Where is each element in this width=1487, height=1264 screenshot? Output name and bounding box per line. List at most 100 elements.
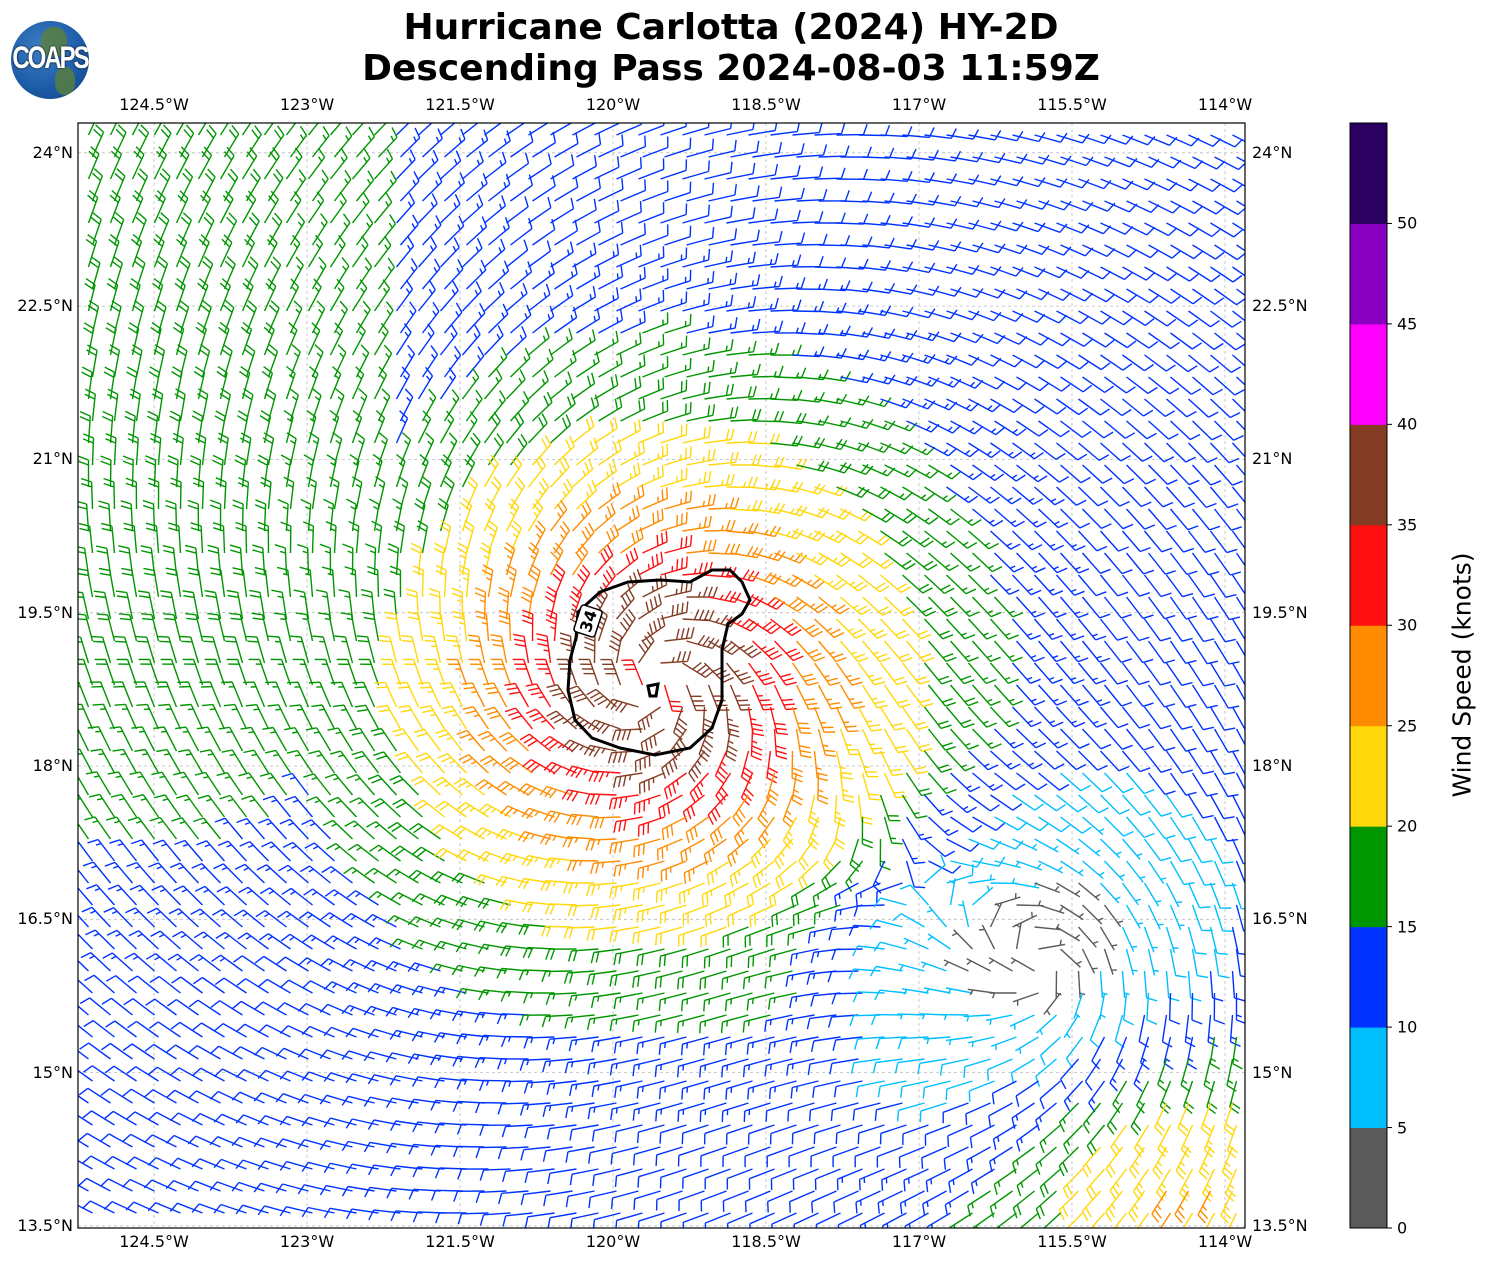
wind-barb (105, 975, 137, 994)
wind-barb (126, 1111, 159, 1126)
wind-barb (655, 926, 683, 946)
wind-barb (385, 611, 402, 642)
wind-barb (536, 633, 552, 664)
wind-barb (523, 1036, 555, 1049)
wind-barb (233, 909, 265, 928)
wind-barb (174, 277, 186, 312)
wind-barb (1143, 574, 1172, 598)
wind-barb (484, 282, 505, 312)
colorbar-tick-label: 30 (1397, 615, 1418, 635)
wind-barb (520, 586, 534, 620)
wind-barb (261, 841, 291, 862)
wind-barb (487, 433, 505, 466)
wind-barb (883, 816, 903, 845)
wind-barb (836, 349, 870, 361)
wind-barb (1104, 420, 1136, 439)
wind-barb (715, 772, 732, 805)
wind-barb (1213, 508, 1242, 531)
wind-barb (475, 610, 490, 642)
wind-barb (1104, 156, 1138, 168)
wind-barb (257, 1024, 291, 1038)
wind-barb (540, 879, 573, 892)
wind-barb (726, 251, 756, 268)
wind-barb (1082, 1146, 1102, 1178)
wind-barb (333, 126, 353, 158)
wind-barb (129, 278, 141, 312)
wind-barb (1078, 442, 1110, 462)
wind-barb (616, 244, 642, 268)
wind-barb (443, 345, 462, 378)
wind-barb (1136, 1212, 1150, 1228)
wind-barb (301, 1071, 335, 1082)
wind-barb (528, 196, 552, 224)
wind-barb (1036, 1014, 1057, 1036)
wind-barb (466, 259, 487, 290)
wind-barb (616, 375, 642, 400)
wind-barb (1056, 398, 1089, 416)
wind-barb (439, 280, 459, 312)
wind-barb (488, 173, 511, 202)
wind-barb (659, 904, 687, 925)
wind-barb (1143, 662, 1172, 686)
wind-barb (567, 904, 599, 917)
wind-barb (271, 589, 288, 620)
wind-barb (525, 708, 556, 730)
wind-barb (99, 1178, 133, 1192)
lat-tick-label-left: 15°N (32, 1062, 73, 1082)
wind-barb (569, 1080, 599, 1096)
wind-barb (520, 1146, 551, 1161)
wind-barb (836, 441, 870, 452)
wind-barb (474, 779, 507, 796)
wind-barb (232, 499, 244, 532)
wind-barb (748, 123, 778, 136)
wind-barb (407, 916, 441, 928)
wind-barb (1235, 640, 1245, 657)
wind-barb (263, 190, 279, 224)
wind-barb (638, 289, 665, 312)
wind-barb (988, 1102, 1013, 1127)
wind-barb (636, 904, 665, 923)
wind-barb (774, 596, 807, 612)
wind-barb (321, 566, 336, 598)
wind-barb (122, 1043, 155, 1060)
wind-barb (318, 612, 336, 642)
wind-barb (410, 542, 422, 576)
wind-barb (158, 703, 182, 730)
wind-barb (703, 992, 731, 1012)
wind-barb (659, 1168, 687, 1189)
wind-barb (235, 1114, 269, 1126)
wind-barb (919, 1102, 947, 1123)
wind-barb (430, 1099, 463, 1111)
wind-barb (796, 507, 830, 519)
wind-barb (144, 455, 157, 488)
wind-barb (775, 860, 797, 889)
wind-barb (108, 234, 120, 268)
wind-barb (352, 476, 363, 510)
wind-barb (311, 344, 324, 378)
wind-barb (488, 130, 511, 158)
wind-barb (633, 794, 661, 815)
wind-barb (1187, 794, 1214, 819)
wind-barb (689, 772, 710, 803)
colorbar-tick-label: 15 (1397, 917, 1418, 937)
wind-barb (236, 1023, 269, 1038)
wind-barb (670, 728, 688, 761)
wind-barb (572, 372, 596, 400)
wind-barb (78, 979, 93, 994)
wind-barb (1060, 816, 1092, 834)
wind-barb (433, 542, 445, 576)
wind-barb (620, 354, 646, 378)
wind-barb (235, 1068, 269, 1082)
wind-barb (642, 573, 668, 598)
wind-barb (1034, 923, 1062, 931)
wind-barb (263, 123, 274, 136)
wind-barb (1056, 486, 1087, 506)
wind-barb (327, 727, 354, 752)
wind-barb (554, 176, 579, 202)
wind-barb (968, 1036, 995, 1048)
wind-barb (554, 306, 578, 334)
wind-barb (554, 219, 579, 246)
wind-barb (1169, 596, 1197, 620)
wind-barb (520, 1190, 551, 1206)
wind-barb (708, 317, 738, 334)
